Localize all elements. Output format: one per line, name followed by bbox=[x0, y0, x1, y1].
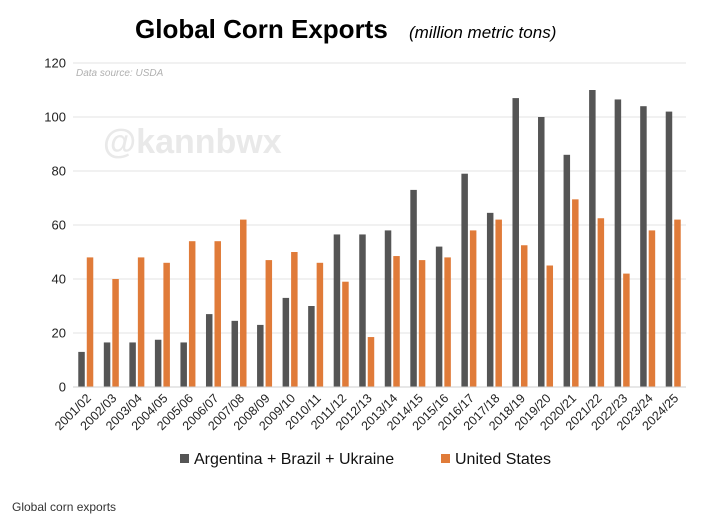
legend-swatch-series-1 bbox=[180, 454, 189, 463]
bar-series-1 bbox=[563, 154, 571, 387]
y-tick-label: 0 bbox=[59, 380, 66, 395]
bar-series-1 bbox=[333, 234, 341, 387]
bar-series-2 bbox=[520, 245, 528, 387]
bar-series-1 bbox=[308, 306, 315, 387]
y-tick-label: 120 bbox=[44, 56, 66, 71]
bar-series-1 bbox=[154, 339, 162, 387]
y-tick-label: 20 bbox=[52, 326, 66, 341]
bar-series-1 bbox=[640, 106, 647, 387]
y-tick-label: 60 bbox=[52, 218, 66, 233]
bar-series-2 bbox=[137, 257, 145, 387]
bar-series-2 bbox=[316, 262, 324, 387]
bar-series-2 bbox=[214, 241, 221, 387]
bar-series-1 bbox=[410, 189, 417, 387]
bar-series-2 bbox=[495, 219, 502, 387]
bar-series-1 bbox=[665, 111, 673, 387]
bar-series-1 bbox=[589, 90, 596, 387]
legend-label-series-2: United States bbox=[455, 451, 551, 468]
bar-series-2 bbox=[265, 260, 273, 387]
bar-series-2 bbox=[572, 199, 579, 387]
bar-series-2 bbox=[546, 265, 554, 387]
bar-series-1 bbox=[538, 117, 545, 387]
bar-series-1 bbox=[486, 212, 494, 387]
image-caption: Global corn exports bbox=[12, 500, 117, 514]
bar-series-1 bbox=[257, 324, 264, 387]
legend-label-series-1: Argentina + Brazil + Ukraine bbox=[194, 451, 394, 468]
bar-series-2 bbox=[469, 230, 477, 387]
bar-series-2 bbox=[112, 279, 119, 387]
bar-series-1 bbox=[359, 234, 366, 387]
bar-series-2 bbox=[367, 337, 375, 387]
bar-series-1 bbox=[512, 98, 519, 387]
bar-series-2 bbox=[163, 262, 170, 387]
bar-series-2 bbox=[648, 230, 656, 387]
bar-series-1 bbox=[461, 173, 468, 387]
y-tick-label: 80 bbox=[52, 164, 66, 179]
bar-series-1 bbox=[78, 351, 85, 387]
bar-series-2 bbox=[418, 260, 426, 387]
bar-series-1 bbox=[384, 230, 392, 387]
y-tick-label: 40 bbox=[52, 272, 66, 287]
chart-title-main: Global Corn Exports bbox=[135, 14, 388, 44]
bar-series-1 bbox=[614, 99, 622, 387]
bar-series-2 bbox=[393, 256, 400, 387]
chart-title: Global Corn Exports (million metric tons… bbox=[135, 14, 556, 44]
bar-series-2 bbox=[342, 281, 349, 387]
bar-series-1 bbox=[282, 297, 290, 387]
bar-series-2 bbox=[623, 273, 630, 387]
chart: Global Corn Exports (million metric tons… bbox=[44, 14, 686, 468]
bar-series-2 bbox=[188, 241, 196, 387]
y-tick-label: 100 bbox=[44, 110, 66, 125]
legend: Argentina + Brazil + Ukraine United Stat… bbox=[180, 451, 551, 468]
bar-series-2 bbox=[240, 219, 247, 387]
source-note: Data source: USDA bbox=[76, 68, 164, 79]
bar-series-1 bbox=[435, 246, 443, 387]
bar-series-1 bbox=[231, 320, 239, 387]
x-axis-ticks: 2001/022002/032003/042004/052005/062006/… bbox=[52, 391, 681, 433]
bar-series-1 bbox=[103, 342, 111, 387]
watermark: @kannbwx bbox=[103, 123, 282, 161]
chart-subtitle: (million metric tons) bbox=[409, 23, 556, 42]
gridlines bbox=[73, 62, 686, 388]
bar-series-1 bbox=[180, 342, 187, 387]
bar-series-1 bbox=[129, 342, 136, 387]
bar-series-2 bbox=[291, 252, 298, 387]
bar-series-1 bbox=[205, 314, 213, 387]
legend-swatch-series-2 bbox=[441, 454, 450, 463]
bar-series-2 bbox=[597, 218, 605, 387]
bars bbox=[78, 90, 681, 387]
bar-series-2 bbox=[674, 219, 681, 387]
bar-series-2 bbox=[444, 257, 451, 387]
y-axis-ticks: 0 20 40 60 80 100 120 bbox=[44, 56, 66, 395]
bar-series-2 bbox=[86, 257, 94, 387]
